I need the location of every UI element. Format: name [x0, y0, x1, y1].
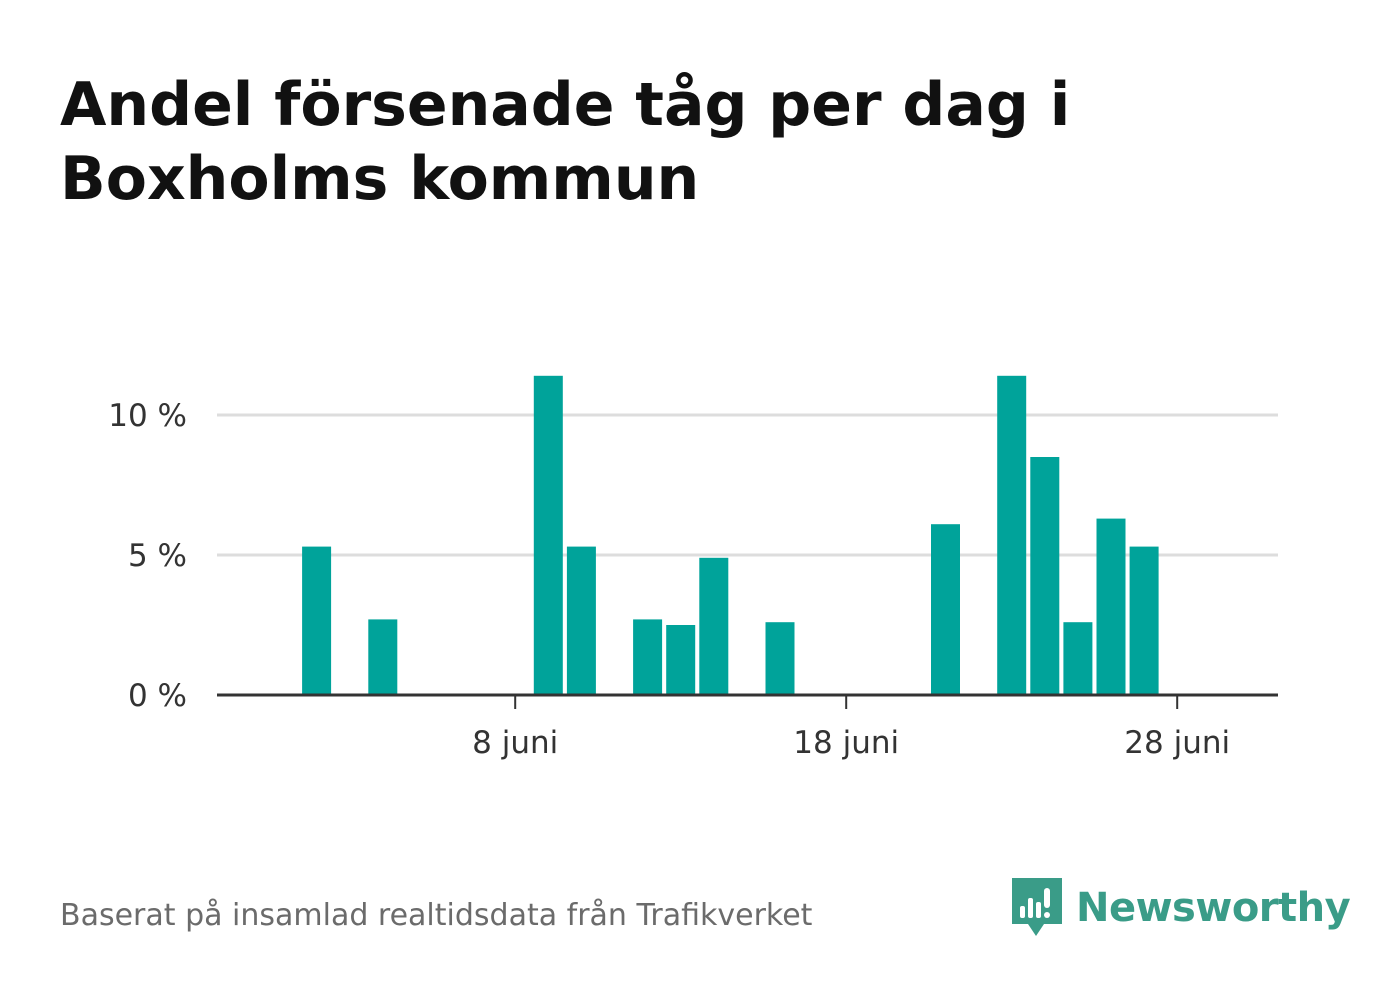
- bar: [368, 619, 398, 695]
- bar: [633, 619, 663, 695]
- bars: [302, 375, 1159, 695]
- source-note: Baserat på insamlad realtidsdata från Tr…: [60, 898, 813, 933]
- x-tick-label: 8 juni: [472, 725, 558, 761]
- bar: [1129, 546, 1159, 695]
- bar: [765, 622, 795, 695]
- bar: [1063, 622, 1093, 695]
- bar: [533, 375, 563, 695]
- bar: [699, 557, 729, 695]
- bar: [666, 625, 696, 695]
- x-tick-label: 28 juni: [1124, 725, 1230, 761]
- y-tick-label: 10 %: [108, 398, 187, 434]
- brand-name: Newsworthy: [1076, 885, 1351, 931]
- bar: [997, 375, 1027, 695]
- axes: 0 % 5 % 10 % 8 juni 18 juni 28 juni: [108, 398, 1278, 761]
- newsworthy-logo-icon: [1012, 878, 1062, 936]
- bar: [1096, 518, 1126, 695]
- bar-chart: 0 % 5 % 10 % 8 juni 18 juni 28 juni: [108, 375, 1278, 761]
- x-tick-label: 18 juni: [793, 725, 899, 761]
- y-tick-label: 5 %: [128, 538, 187, 574]
- brand-logo: Newsworthy: [1012, 878, 1351, 938]
- y-tick-label: 0 %: [128, 678, 187, 714]
- bar: [931, 524, 960, 695]
- bar: [1030, 457, 1060, 695]
- chart-title: Andel försenade tåg per dag i Boxholms k…: [60, 70, 1071, 214]
- bar: [566, 546, 596, 695]
- bar: [302, 546, 332, 695]
